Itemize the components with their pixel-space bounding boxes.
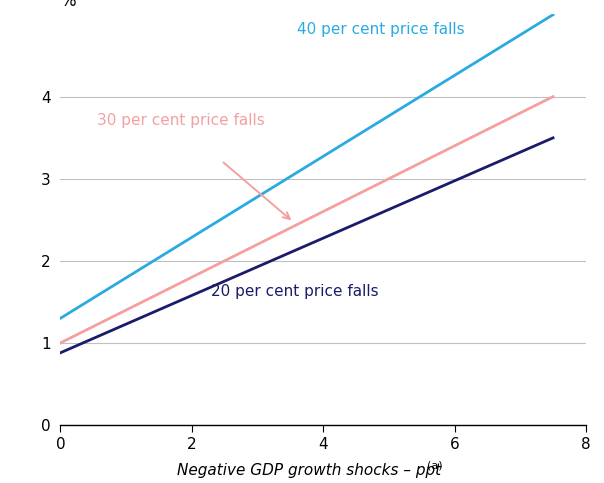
Text: 40 per cent price falls: 40 per cent price falls bbox=[297, 23, 464, 38]
Text: (a): (a) bbox=[428, 461, 443, 471]
Text: 30 per cent price falls: 30 per cent price falls bbox=[97, 113, 265, 128]
Text: Negative GDP growth shocks – ppt: Negative GDP growth shocks – ppt bbox=[178, 463, 442, 478]
Text: 20 per cent price falls: 20 per cent price falls bbox=[211, 284, 379, 299]
Text: %: % bbox=[60, 0, 76, 10]
